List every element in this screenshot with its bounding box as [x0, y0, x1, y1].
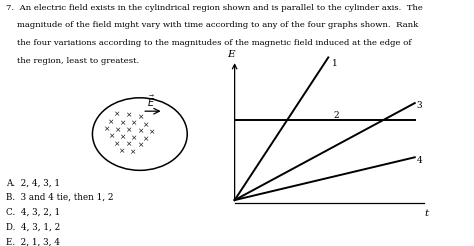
Text: C.  4, 3, 2, 1: C. 4, 3, 2, 1 [6, 208, 60, 217]
Text: $\vec{E}$: $\vec{E}$ [146, 93, 155, 109]
Text: D.  4, 3, 1, 2: D. 4, 3, 1, 2 [6, 223, 60, 232]
Text: ×: × [126, 127, 133, 135]
Text: ×: × [137, 127, 144, 135]
Text: E: E [227, 50, 235, 59]
Text: 7.  An electric field exists in the cylindrical region shown and is parallel to : 7. An electric field exists in the cylin… [6, 4, 422, 12]
Text: ×: × [129, 148, 136, 156]
Text: t: t [425, 209, 428, 218]
Text: 4: 4 [417, 156, 422, 165]
Text: ×: × [114, 140, 121, 148]
Text: ×: × [109, 133, 115, 140]
Text: the region, least to greatest.: the region, least to greatest. [6, 57, 139, 65]
Text: ×: × [138, 113, 145, 121]
Text: E.  2, 1, 3, 4: E. 2, 1, 3, 4 [6, 237, 60, 246]
Text: 1: 1 [332, 59, 337, 68]
Text: A.  2, 4, 3, 1: A. 2, 4, 3, 1 [6, 178, 60, 187]
Text: ×: × [120, 133, 127, 141]
Text: the four variations according to the magnitudes of the magnetic field induced at: the four variations according to the mag… [6, 39, 411, 47]
Text: ×: × [126, 141, 132, 149]
Text: ×: × [131, 120, 138, 128]
Text: ×: × [120, 119, 127, 127]
Text: magnitude of the field might vary with time according to any of the four graphs : magnitude of the field might vary with t… [6, 21, 418, 30]
Text: ×: × [137, 142, 144, 150]
Text: ×: × [126, 112, 132, 120]
Text: 3: 3 [417, 101, 422, 110]
Text: B.  3 and 4 tie, then 1, 2: B. 3 and 4 tie, then 1, 2 [6, 193, 113, 202]
Text: ×: × [103, 125, 110, 133]
Text: ×: × [119, 147, 126, 155]
Text: ×: × [131, 134, 138, 142]
Text: ×: × [108, 118, 115, 126]
Text: ×: × [115, 126, 121, 134]
Text: ×: × [148, 129, 155, 137]
Text: ×: × [143, 121, 149, 129]
Text: ×: × [143, 135, 149, 143]
Text: 2: 2 [334, 111, 339, 120]
Text: ×: × [114, 110, 121, 118]
